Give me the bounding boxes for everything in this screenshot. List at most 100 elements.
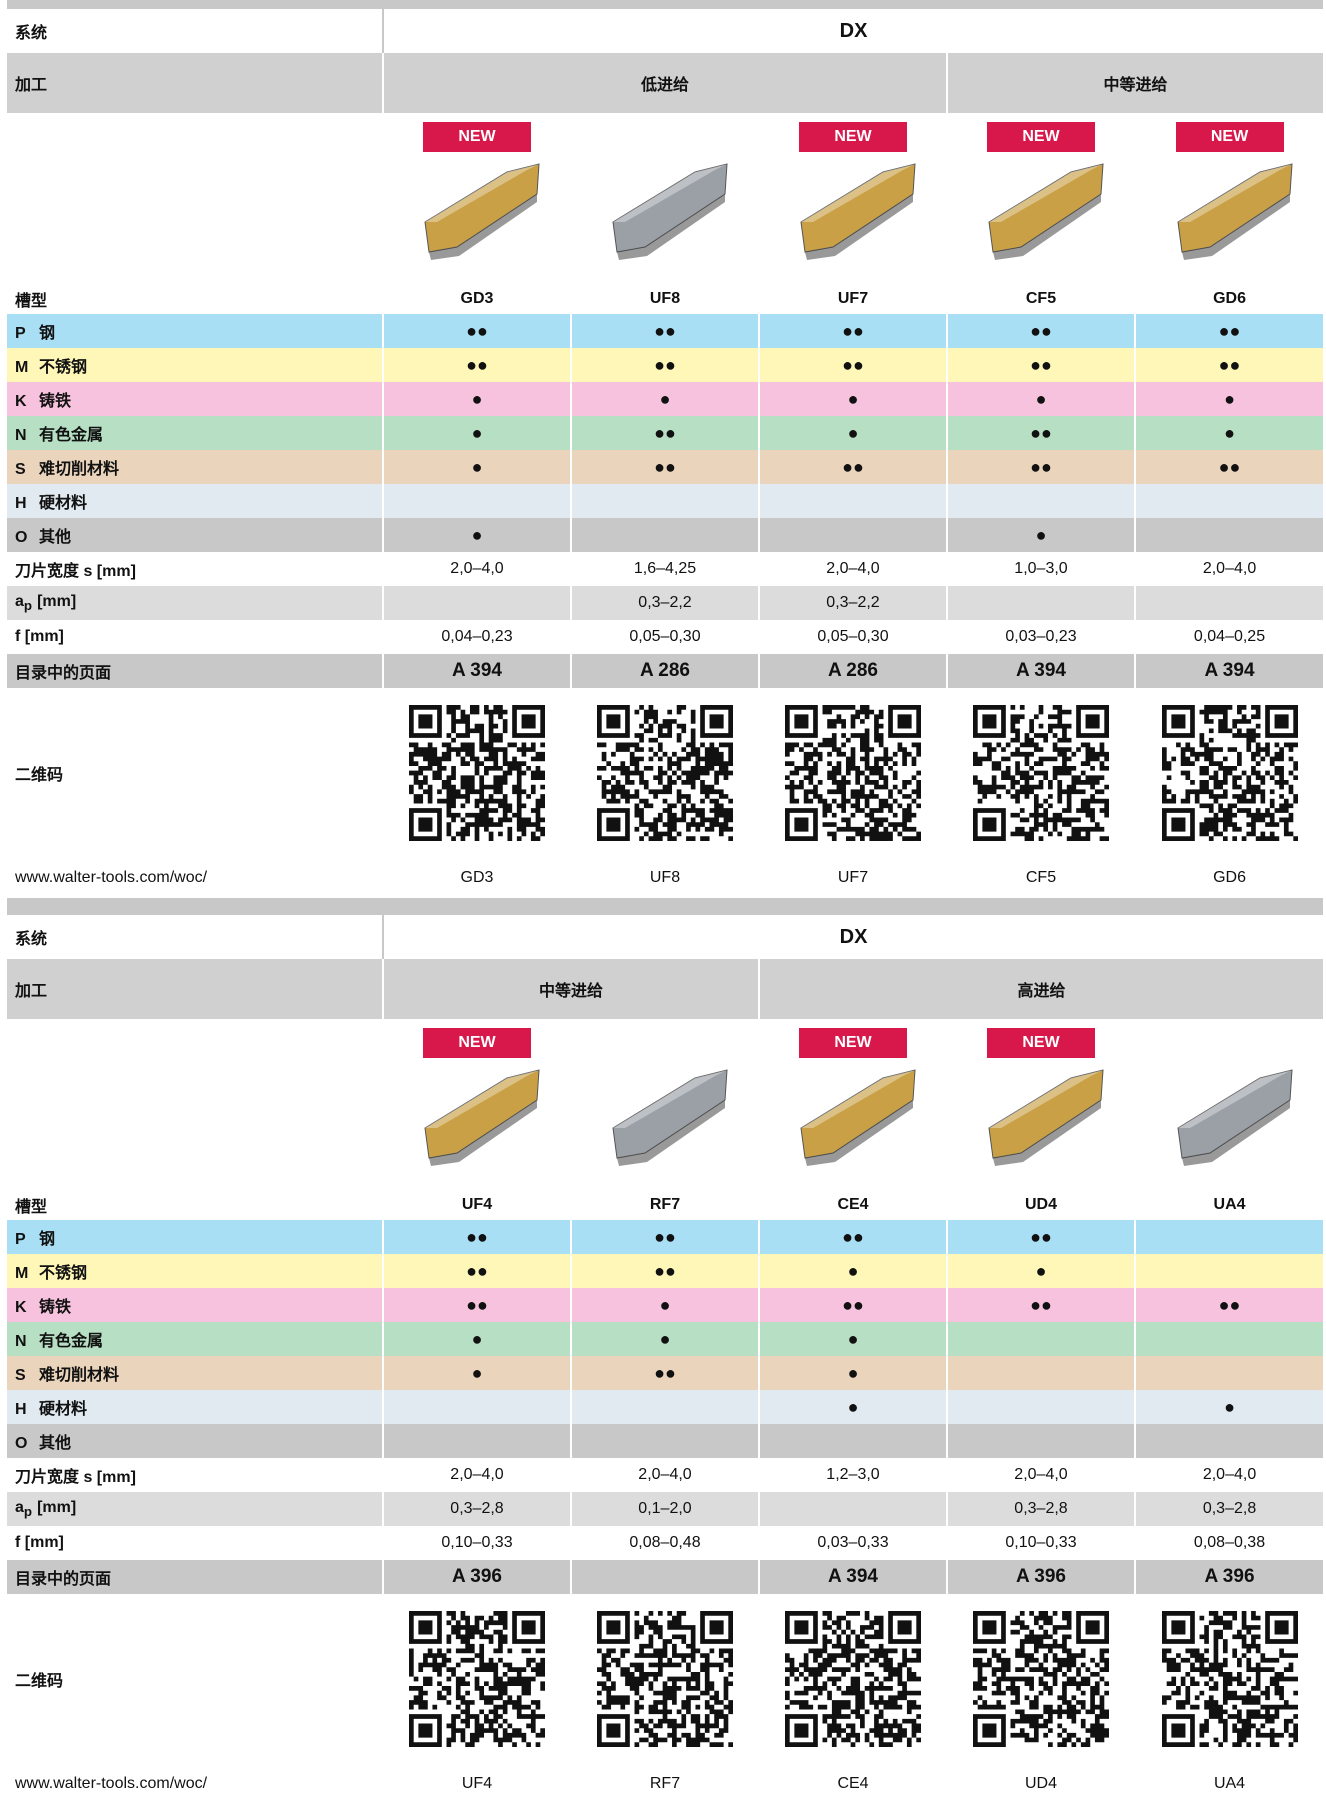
material-label: S 难切削材料: [7, 1356, 383, 1390]
new-badge: NEW: [987, 1028, 1095, 1058]
url-code: UF8: [570, 858, 759, 898]
f-value: 0,03–0,23: [946, 620, 1135, 654]
system-row: 系统 DX: [7, 915, 1324, 959]
material-letter: S: [15, 1367, 26, 1384]
rating: ●●: [382, 1220, 571, 1254]
width-row: 刀片宽度 s [mm] 2,0–4,0 2,0–4,0 1,2–3,0 2,0–4,0 2…: [7, 1458, 1324, 1492]
page-value: A 394: [382, 654, 571, 688]
material-row: H 硬材料 ● ●: [7, 1390, 1324, 1424]
rating: ●●: [946, 348, 1135, 382]
material-name: 钢: [39, 1231, 56, 1248]
material-letter: P: [15, 325, 26, 342]
width-value: 1,2–3,0: [758, 1458, 947, 1492]
insert-image: [988, 163, 1104, 260]
groove-name: UD4: [946, 1190, 1135, 1220]
rating: [570, 1424, 759, 1458]
material-name: 铸铁: [39, 393, 72, 410]
insert-image: [612, 163, 728, 260]
material-row: P 钢 ●● ●● ●● ●●: [7, 1220, 1324, 1254]
qr-cell: [758, 1594, 947, 1764]
material-label: N 有色金属: [7, 1322, 383, 1356]
insert-cell: NEW: [382, 1019, 571, 1190]
row-label: 槽型: [15, 1199, 48, 1216]
material-row: H 硬材料: [7, 484, 1324, 518]
rating: ●●: [382, 1288, 571, 1322]
ap-sub: p: [23, 598, 33, 614]
rating: [946, 1424, 1135, 1458]
material-name: 有色金属: [39, 427, 104, 444]
process-row: 加工 低进给 中等进给: [7, 53, 1324, 113]
rating: [570, 484, 759, 518]
f-row: f [mm] 0,04–0,23 0,05–0,30 0,05–0,30 0,03–0,…: [7, 620, 1324, 654]
separator: [7, 898, 1323, 915]
rating: [1133, 1254, 1324, 1288]
rating: ●●: [758, 348, 947, 382]
qr-code: [1161, 705, 1298, 841]
rating: ●●: [382, 1254, 571, 1288]
rating: [946, 1322, 1135, 1356]
row-label: 二维码: [15, 1673, 64, 1690]
rating: ●: [1133, 416, 1324, 450]
material-row: P 钢 ●● ●● ●● ●● ●●: [7, 314, 1324, 348]
row-label: f [mm]: [15, 1534, 64, 1551]
f-value: 0,08–0,38: [1133, 1526, 1324, 1560]
ap-value: 0,1–2,0: [570, 1492, 759, 1526]
url-code: CF5: [946, 858, 1135, 898]
rating: ●: [382, 416, 571, 450]
f-value: 0,10–0,33: [946, 1526, 1135, 1560]
material-name: 其他: [39, 529, 72, 546]
image-row: NEW NEW NEW NEW: [7, 113, 1324, 284]
rating: ●: [382, 518, 571, 552]
insert-image: [612, 1069, 728, 1166]
material-letter: N: [15, 427, 27, 444]
rating: [758, 518, 947, 552]
groove-name: CF5: [946, 284, 1135, 314]
rating: ●: [946, 518, 1135, 552]
rating: [570, 1390, 759, 1424]
rating: ●●: [758, 1288, 947, 1322]
material-row: K 铸铁 ●● ● ●● ●● ●●: [7, 1288, 1324, 1322]
rating: ●●: [570, 1254, 759, 1288]
qr-code: [973, 1611, 1109, 1747]
rating: ●●: [570, 1356, 759, 1390]
ap-unit: [mm]: [37, 1498, 77, 1516]
material-letter: K: [15, 393, 27, 410]
qr-cell: [570, 1594, 759, 1764]
rating: ●●: [1133, 450, 1324, 484]
ap-value: 0,3–2,2: [758, 586, 947, 620]
rating: ●●: [946, 416, 1135, 450]
ap-value: [946, 586, 1135, 620]
material-row: O 其他: [7, 1424, 1324, 1458]
rating: ●: [758, 1322, 947, 1356]
page-value: A 396: [382, 1560, 571, 1594]
ap-row: ap [mm] 0,3–2,8 0,1–2,0 0,3–2,8 0,3–2,8: [7, 1492, 1324, 1526]
insert-cell: NEW: [758, 1019, 947, 1190]
material-row: K 铸铁 ● ● ● ● ●: [7, 382, 1324, 416]
url-code: GD3: [382, 858, 571, 898]
ap-value: 0,3–2,2: [570, 586, 759, 620]
material-letter: P: [15, 1231, 26, 1248]
process-row: 加工 中等进给 高进给: [7, 959, 1324, 1019]
material-letter: H: [15, 495, 27, 512]
rating: ●●: [946, 1288, 1135, 1322]
insert-image: [800, 163, 916, 260]
url-code: CE4: [758, 1764, 947, 1804]
new-badge: NEW: [799, 1028, 907, 1058]
rating: ●●: [1133, 1288, 1324, 1322]
material-letter: O: [15, 1435, 28, 1452]
width-value: 1,6–4,25: [570, 552, 759, 586]
rating: ●●: [570, 348, 759, 382]
new-badge: NEW: [987, 122, 1095, 152]
groove-name: UF7: [758, 284, 947, 314]
groove-row: 槽型 UF4 RF7 CE4 UD4 UA4: [7, 1190, 1324, 1220]
qr-cell: [382, 688, 571, 858]
rating: ●●: [570, 450, 759, 484]
material-letter: K: [15, 1299, 27, 1316]
system-value: DX: [381, 9, 1324, 53]
url-code: UA4: [1133, 1764, 1324, 1804]
ap-main: a: [15, 1498, 24, 1516]
ap-unit: [mm]: [37, 592, 77, 610]
width-value: 1,0–3,0: [946, 552, 1135, 586]
rating: ●●: [570, 1220, 759, 1254]
groove-name: GD3: [382, 284, 571, 314]
